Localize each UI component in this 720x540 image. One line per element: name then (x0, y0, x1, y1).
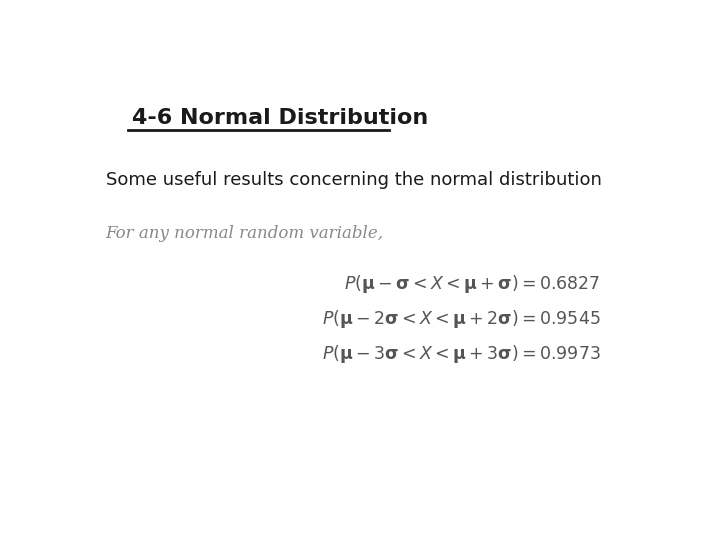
Text: $P(\mathbf{\mu} - \mathbf{\sigma} < X < \mathbf{\mu} + \mathbf{\sigma}) = 0.6827: $P(\mathbf{\mu} - \mathbf{\sigma} < X < … (344, 273, 600, 295)
Text: For any normal random variable,: For any normal random variable, (106, 225, 384, 242)
Text: $P(\mathbf{\mu} - 2\mathbf{\sigma} < X < \mathbf{\mu} + 2\mathbf{\sigma}) = 0.95: $P(\mathbf{\mu} - 2\mathbf{\sigma} < X <… (322, 308, 600, 330)
Text: Some useful results concerning the normal distribution: Some useful results concerning the norma… (106, 171, 601, 189)
Text: 4-6 Normal Distribution: 4-6 Normal Distribution (132, 109, 428, 129)
Text: $P(\mathbf{\mu} - 3\mathbf{\sigma} < X < \mathbf{\mu} + 3\mathbf{\sigma}) = 0.99: $P(\mathbf{\mu} - 3\mathbf{\sigma} < X <… (322, 343, 600, 366)
